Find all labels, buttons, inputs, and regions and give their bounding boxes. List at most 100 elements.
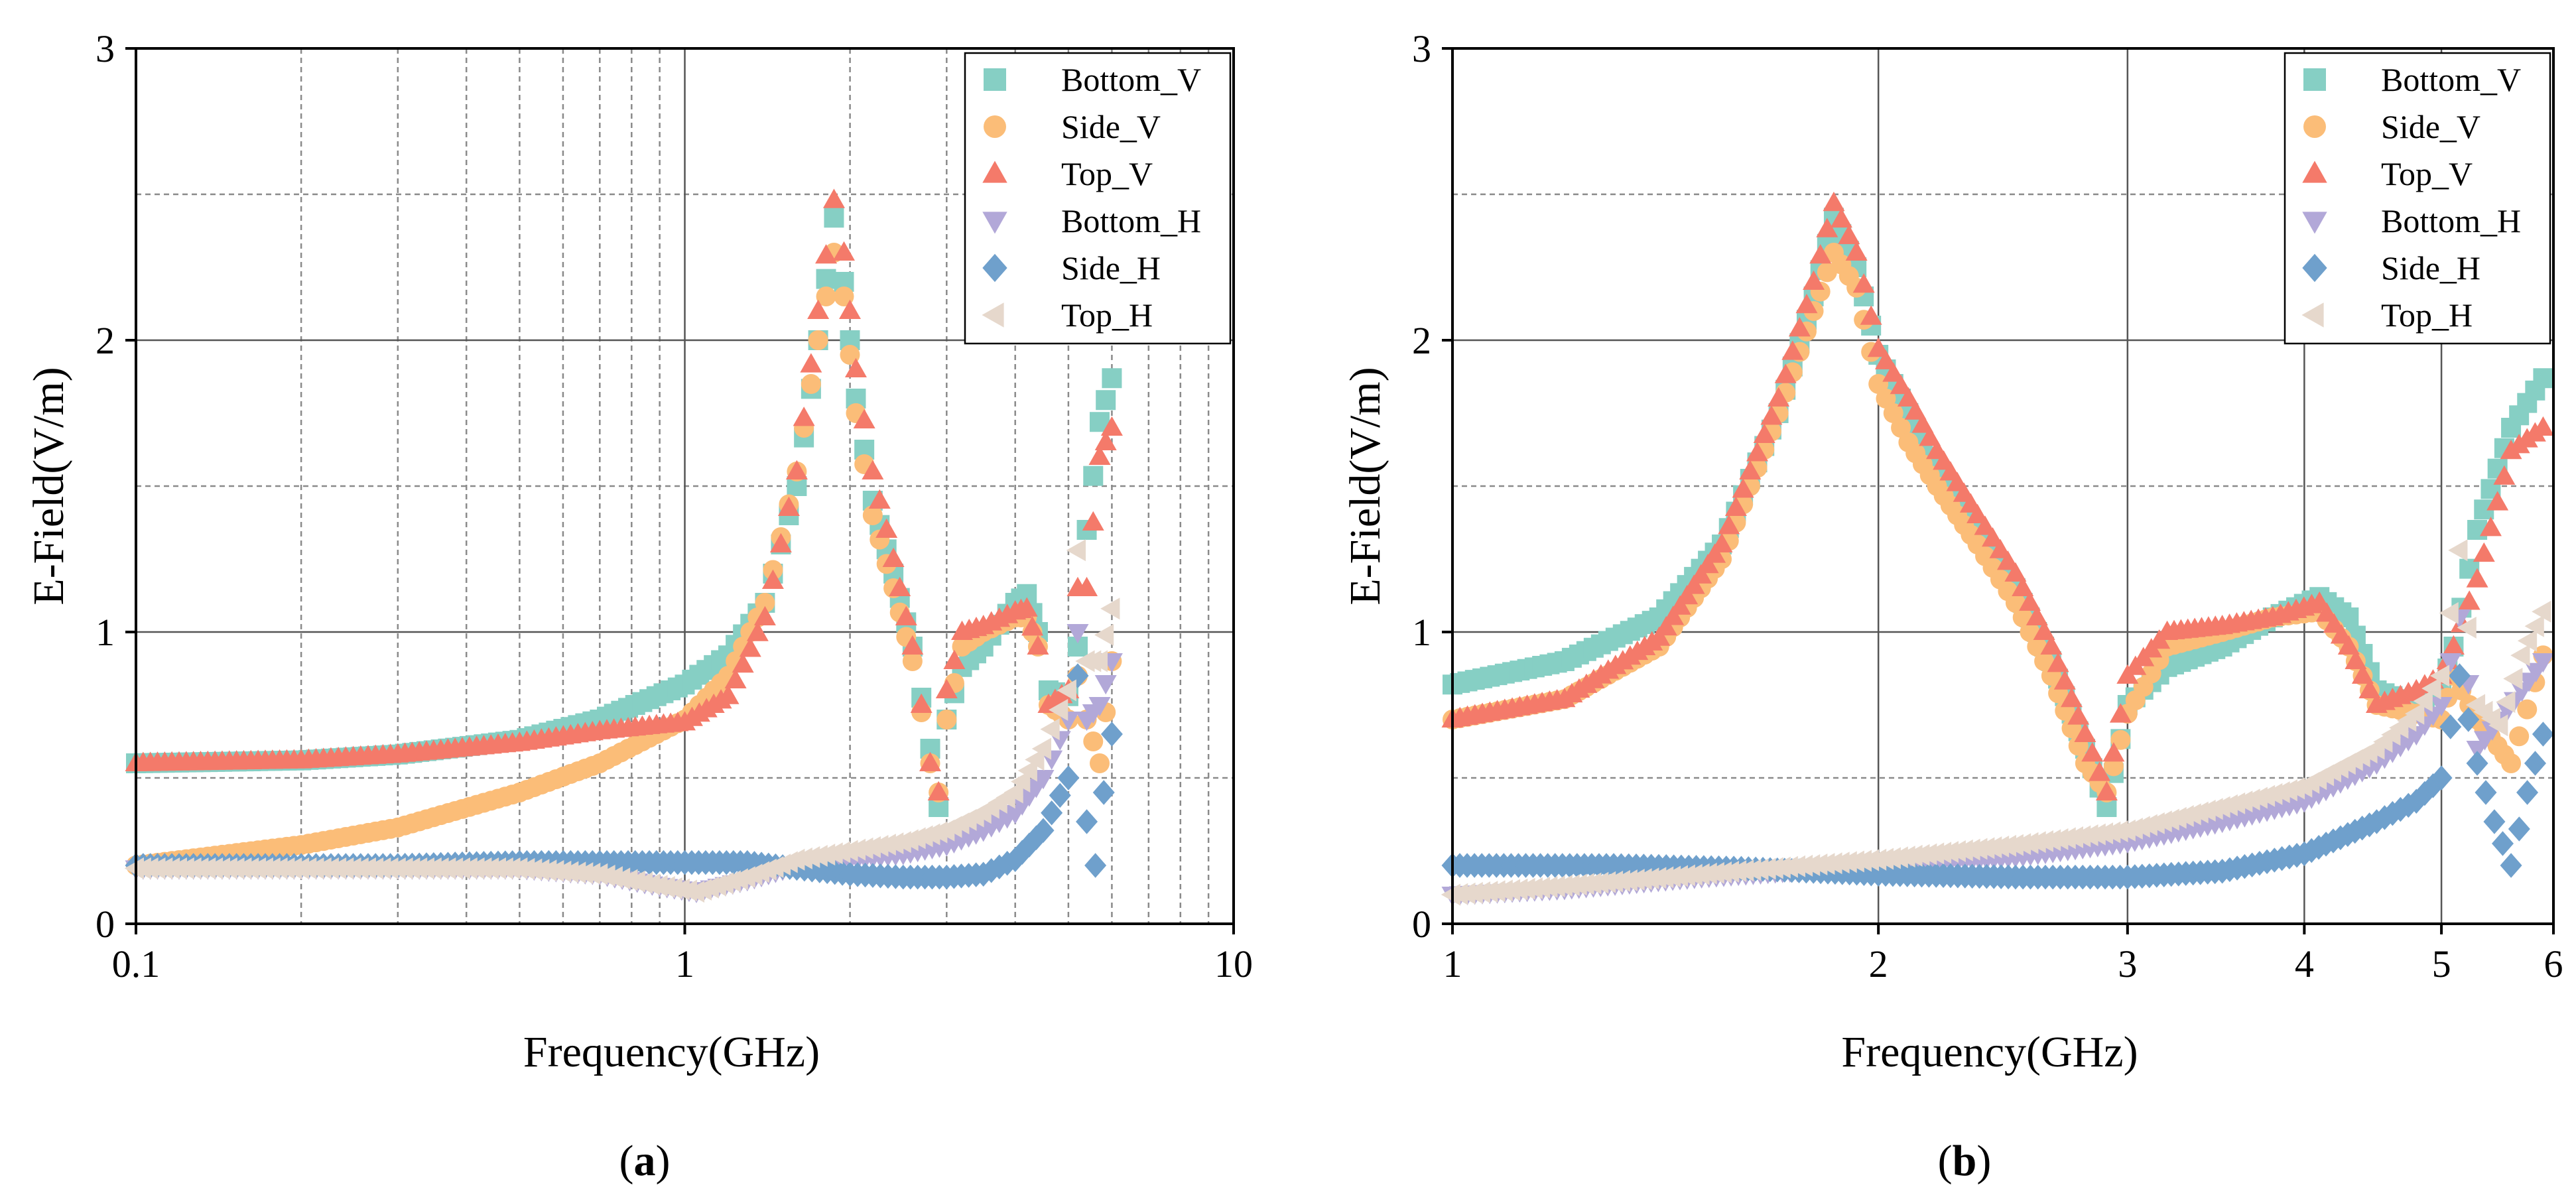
data-point <box>1676 584 1699 605</box>
data-point <box>2466 568 2488 588</box>
data-point <box>2061 687 2083 708</box>
data-point <box>1057 679 1076 702</box>
x-tick-label: 3 <box>2118 942 2137 985</box>
data-point <box>935 678 958 698</box>
y-tick-label: 0 <box>96 903 115 946</box>
data-point <box>1788 317 1811 337</box>
data-point <box>910 693 933 713</box>
data-point <box>1781 340 1804 360</box>
data-point <box>1732 478 1754 498</box>
legend-box <box>2284 52 2551 345</box>
data-point <box>1049 783 1071 808</box>
data-point <box>1003 781 1023 804</box>
data-point <box>761 569 784 589</box>
legend-entry: Top_H <box>1061 296 1153 334</box>
data-point <box>1092 780 1115 805</box>
data-point <box>1041 800 1063 826</box>
data-point <box>1860 305 1882 325</box>
data-point <box>755 593 775 613</box>
panel-label: (a) <box>619 1137 671 1185</box>
data-point <box>1648 626 1671 646</box>
data-point <box>2457 707 2480 732</box>
legend: Bottom_V Side_V Top_V Bottom_H Side_H Top_H <box>964 52 1232 345</box>
data-point <box>2442 635 2465 655</box>
y-axis-title: E-Field(V/m) <box>25 367 73 605</box>
data-point <box>1838 224 1860 245</box>
data-point <box>846 838 866 861</box>
data-point <box>739 637 761 657</box>
data-point <box>2457 616 2477 639</box>
plot-frame <box>1451 47 2555 925</box>
data-point <box>2405 726 2427 746</box>
data-point <box>824 208 844 228</box>
data-point <box>2405 702 2425 725</box>
data-point <box>785 460 808 479</box>
legend-marker <box>2303 68 2326 91</box>
legend-entry: Top_H <box>2381 296 2473 334</box>
data-point <box>2532 600 2551 623</box>
data-point <box>2109 703 2132 723</box>
data-point <box>936 710 957 729</box>
chart-panel-b: 1 2 3 4 5 60123Frequency(GHz)E-Field(V/m)Bott… <box>1341 27 2563 1185</box>
data-point <box>854 837 873 859</box>
data-point <box>1076 809 1098 834</box>
data-point <box>1094 675 1117 695</box>
data-point <box>801 846 820 868</box>
data-point <box>2067 705 2090 725</box>
data-point <box>927 781 950 800</box>
data-point <box>1027 635 1049 655</box>
data-point <box>1100 598 1120 620</box>
data-point <box>2500 853 2522 878</box>
data-point <box>2524 615 2544 637</box>
data-point <box>1088 650 1108 672</box>
data-point <box>834 272 854 292</box>
panel-label-open: ( <box>1938 1137 1953 1185</box>
data-point <box>1774 363 1797 383</box>
data-point <box>838 299 861 319</box>
data-point <box>1031 737 1052 760</box>
x-tick-label: 0.1 <box>112 942 161 985</box>
data-point <box>808 330 828 350</box>
data-point <box>1768 387 1790 407</box>
data-point <box>2509 726 2530 747</box>
data-point <box>861 836 881 858</box>
data-point <box>1746 442 1769 462</box>
data-point <box>1982 527 2004 547</box>
data-point <box>2448 539 2468 562</box>
data-point <box>1904 400 1927 420</box>
data-point <box>816 269 836 289</box>
data-point <box>1083 466 1104 486</box>
data-point <box>2473 542 2495 562</box>
data-point <box>1803 270 1825 290</box>
x-tick-label: 1 <box>675 942 694 985</box>
data-point <box>2439 601 2459 624</box>
data-point <box>884 832 904 855</box>
data-point <box>1974 515 1996 535</box>
data-point <box>1100 722 1123 747</box>
data-point <box>793 407 815 426</box>
legend-entry: Side_H <box>1061 249 1161 286</box>
data-point <box>2429 664 2450 687</box>
data-point <box>1088 697 1111 717</box>
data-point <box>1867 337 1890 357</box>
data-point <box>929 797 949 817</box>
chart-panel-a: 0.1 1 10 0 1 2 3 Frequency(GHz) E-Field(V/m) Bott… <box>25 27 1253 1185</box>
data-point <box>833 241 856 261</box>
data-point <box>724 668 747 689</box>
data-point <box>882 547 905 567</box>
data-point <box>1021 616 1044 636</box>
data-point <box>1017 584 1037 604</box>
y-tick-label: 3 <box>96 27 115 70</box>
data-point <box>876 834 896 856</box>
data-point <box>2081 742 2104 762</box>
data-point <box>868 489 891 509</box>
data-markers <box>124 188 1123 903</box>
data-point <box>823 842 843 865</box>
panel-label-close: ) <box>1976 1137 1991 1185</box>
data-point <box>785 848 805 871</box>
data-point <box>1890 375 1912 395</box>
data-point <box>603 866 623 889</box>
legend-entry: Bottom_V <box>2381 61 2521 98</box>
data-point <box>2026 605 2048 625</box>
data-point <box>943 649 966 669</box>
